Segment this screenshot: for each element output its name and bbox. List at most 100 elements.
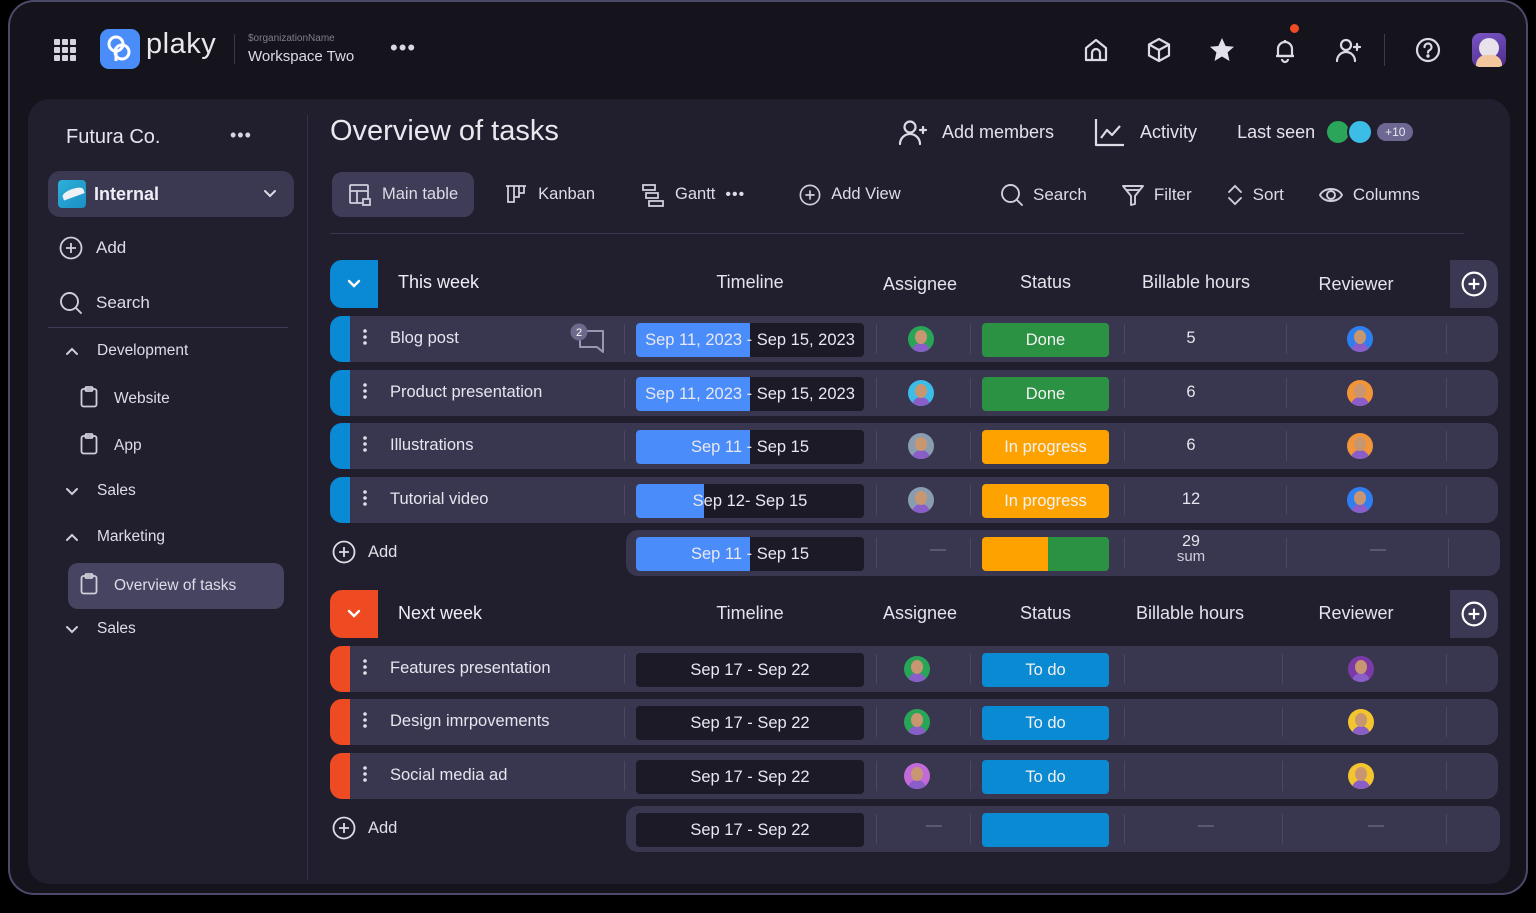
filter-button[interactable]: Filter xyxy=(1121,183,1192,207)
sidebar-search-button[interactable]: Search xyxy=(58,291,150,315)
reviewer-avatar[interactable] xyxy=(1348,709,1374,735)
workspace-selector[interactable]: Internal xyxy=(48,171,294,217)
sidebar-folder-sales-2[interactable]: Sales xyxy=(63,620,136,638)
reviewer-avatar[interactable] xyxy=(1348,656,1374,682)
billable-hours-value[interactable]: 5 xyxy=(1186,329,1196,347)
column-header-timeline[interactable]: Timeline xyxy=(716,272,784,292)
last-seen[interactable]: Last seen +10 xyxy=(1237,119,1414,145)
table-row[interactable]: Illustrations Sep 11 - Sep 15 In progres… xyxy=(330,423,1498,469)
add-task-button[interactable]: Add xyxy=(332,816,397,840)
sidebar-folder-marketing[interactable]: Marketing xyxy=(63,528,165,546)
sidebar-board-app[interactable]: App xyxy=(68,423,142,469)
columns-button[interactable]: Columns xyxy=(1318,184,1420,206)
group-title[interactable]: Next week xyxy=(398,603,483,623)
drag-handle-icon[interactable] xyxy=(363,658,367,676)
billable-hours-value[interactable]: 6 xyxy=(1186,436,1196,454)
tab-kanban[interactable]: Kanban xyxy=(488,172,611,217)
column-header-status[interactable]: Status xyxy=(1019,603,1072,623)
task-name[interactable]: Social media ad xyxy=(390,766,508,784)
timeline-cell[interactable]: Sep 11, 2023 - Sep 15, 2023 xyxy=(636,323,864,357)
assignee-avatar[interactable] xyxy=(908,433,934,459)
tab-gantt[interactable]: Gantt xyxy=(625,172,731,217)
column-header-assignee[interactable]: Assignee xyxy=(882,603,958,623)
table-row[interactable]: Social media ad Sep 17 - Sep 22 To do xyxy=(330,753,1498,799)
activity-button[interactable]: Activity xyxy=(1094,117,1197,147)
workspace-more-button[interactable]: ••• xyxy=(230,125,252,145)
apps-grid-icon[interactable] xyxy=(54,39,76,61)
status-badge[interactable]: To do xyxy=(982,706,1109,740)
column-header-status[interactable]: Status xyxy=(1019,272,1072,292)
add-members-button[interactable]: Add members xyxy=(898,118,1054,146)
task-name[interactable]: Blog post xyxy=(390,329,459,347)
table-row[interactable]: Product presentation Sep 11, 2023 - Sep … xyxy=(330,370,1498,416)
views-more-button[interactable]: ••• xyxy=(725,185,746,203)
billable-hours-value[interactable]: 6 xyxy=(1186,383,1196,401)
task-name[interactable]: Design imrpovements xyxy=(390,712,550,730)
column-header-billable-hours[interactable]: Billable hours xyxy=(1141,272,1251,292)
drag-handle-icon[interactable] xyxy=(363,328,367,346)
drag-handle-icon[interactable] xyxy=(363,435,367,453)
task-name[interactable]: Illustrations xyxy=(390,436,474,454)
column-header-reviewer[interactable]: Reviewer xyxy=(1318,603,1394,623)
status-badge[interactable]: In progress xyxy=(982,484,1109,518)
table-row[interactable]: Blog post 2 Sep 11, 2023 - Sep 15, 2023 … xyxy=(330,316,1498,362)
sidebar-add-button[interactable]: Add xyxy=(58,236,126,260)
column-header-assignee[interactable]: Assignee xyxy=(882,274,958,294)
reviewer-avatar[interactable] xyxy=(1347,487,1373,513)
workspace-name[interactable]: Workspace Two xyxy=(248,48,355,65)
sidebar-folder-sales[interactable]: Sales xyxy=(63,482,136,500)
task-name[interactable]: Features presentation xyxy=(390,659,551,677)
status-badge[interactable]: To do xyxy=(982,653,1109,687)
table-row[interactable]: Tutorial video Sep 12- Sep 15 In progres… xyxy=(330,477,1498,523)
timeline-cell[interactable]: Sep 11, 2023 - Sep 15, 2023 xyxy=(636,377,864,411)
status-badge[interactable]: To do xyxy=(982,760,1109,794)
column-header-timeline[interactable]: Timeline xyxy=(716,603,784,623)
cube-icon[interactable] xyxy=(1139,30,1179,70)
assignee-avatar[interactable] xyxy=(908,326,934,352)
bell-icon[interactable] xyxy=(1265,22,1305,70)
group-title[interactable]: This week xyxy=(398,272,480,292)
timeline-cell[interactable]: Sep 17 - Sep 22 xyxy=(636,653,864,687)
drag-handle-icon[interactable] xyxy=(363,489,367,507)
add-task-button[interactable]: Add xyxy=(332,540,397,564)
assignee-avatar[interactable] xyxy=(908,487,934,513)
drag-handle-icon[interactable] xyxy=(363,711,367,729)
billable-hours-value[interactable]: 12 xyxy=(1181,490,1201,508)
table-row[interactable]: Design imrpovements Sep 17 - Sep 22 To d… xyxy=(330,699,1498,745)
reviewer-avatar[interactable] xyxy=(1348,763,1374,789)
drag-handle-icon[interactable] xyxy=(363,765,367,783)
table-row[interactable]: Features presentation Sep 17 - Sep 22 To… xyxy=(330,646,1498,692)
column-header-reviewer[interactable]: Reviewer xyxy=(1318,274,1394,294)
help-icon[interactable] xyxy=(1408,30,1448,70)
sidebar-board-overview-of-tasks[interactable]: Overview of tasks xyxy=(68,563,284,609)
timeline-cell[interactable]: Sep 17 - Sep 22 xyxy=(636,706,864,740)
sidebar-folder-development[interactable]: Development xyxy=(63,342,188,360)
assignee-avatar[interactable] xyxy=(904,763,930,789)
profile-avatar[interactable] xyxy=(1472,33,1506,67)
task-name[interactable]: Tutorial video xyxy=(390,490,489,508)
sidebar-board-website[interactable]: Website xyxy=(68,376,170,422)
status-badge[interactable]: Done xyxy=(982,377,1109,411)
add-view-button[interactable]: Add View xyxy=(799,172,901,217)
timeline-cell[interactable]: Sep 12- Sep 15 xyxy=(636,484,864,518)
workspace-more-button[interactable]: ••• xyxy=(390,35,417,60)
plaky-logo-icon[interactable] xyxy=(100,29,140,69)
group-collapse-button[interactable] xyxy=(330,260,378,308)
timeline-cell[interactable]: Sep 11 - Sep 15 xyxy=(636,430,864,464)
status-badge[interactable]: In progress xyxy=(982,430,1109,464)
star-icon[interactable] xyxy=(1202,30,1242,70)
search-button[interactable]: Search xyxy=(1000,183,1087,207)
assignee-avatar[interactable] xyxy=(908,380,934,406)
status-badge[interactable]: Done xyxy=(982,323,1109,357)
reviewer-avatar[interactable] xyxy=(1347,326,1373,352)
task-name[interactable]: Product presentation xyxy=(390,383,543,401)
add-column-button[interactable] xyxy=(1450,590,1498,638)
add-user-icon[interactable] xyxy=(1328,30,1368,70)
timeline-cell[interactable]: Sep 17 - Sep 22 xyxy=(636,760,864,794)
column-header-billable-hours[interactable]: Billable hours xyxy=(1135,603,1245,623)
home-icon[interactable] xyxy=(1076,30,1116,70)
tab-main-table[interactable]: Main table xyxy=(332,172,475,217)
add-column-button[interactable] xyxy=(1450,260,1498,308)
assignee-avatar[interactable] xyxy=(904,709,930,735)
group-collapse-button[interactable] xyxy=(330,590,378,638)
